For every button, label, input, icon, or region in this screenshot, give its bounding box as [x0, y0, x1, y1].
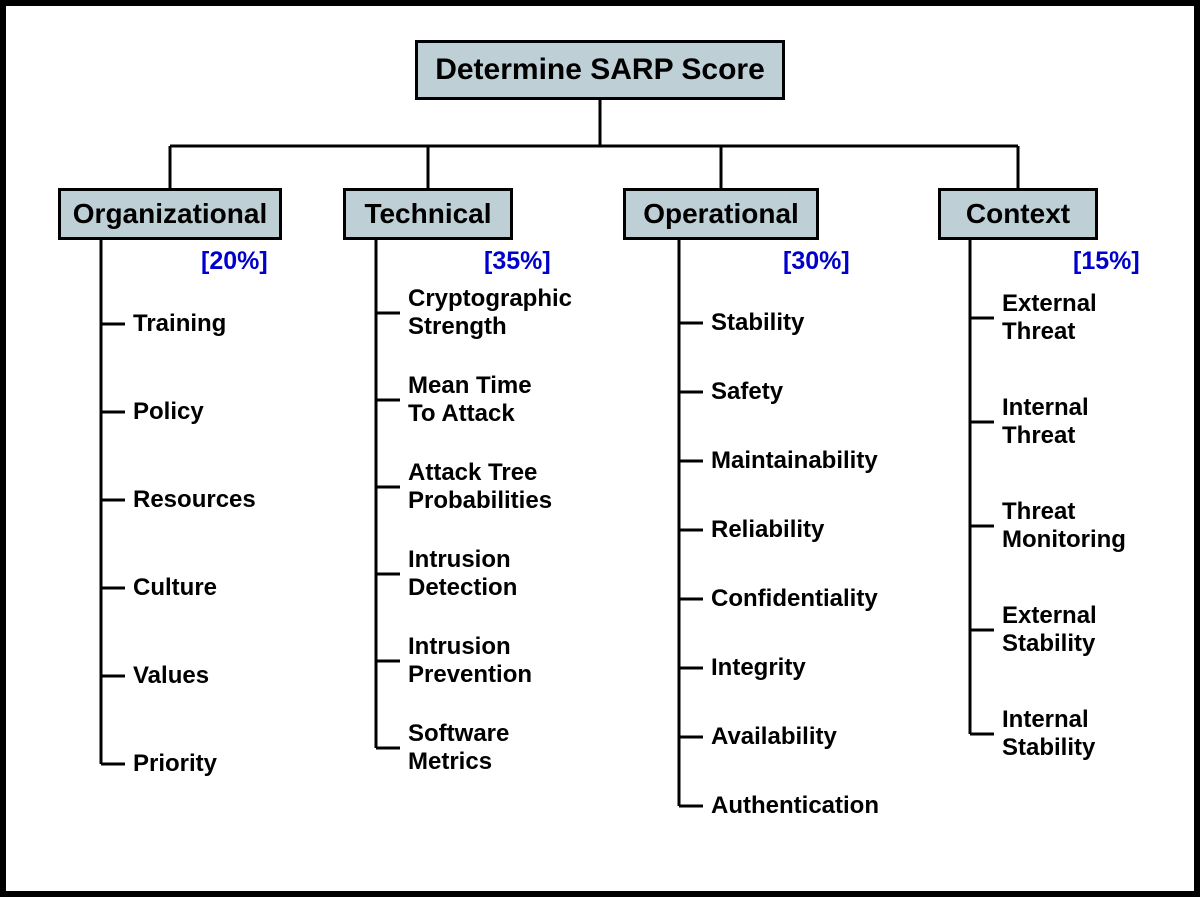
- leaf-operational-0: Stability: [711, 309, 804, 337]
- category-node-organizational: Organizational: [58, 188, 282, 240]
- leaf-context-1: InternalThreat: [1002, 394, 1089, 449]
- leaf-operational-7: Authentication: [711, 792, 879, 820]
- leaf-operational-5: Integrity: [711, 654, 806, 682]
- leaf-organizational-3: Culture: [133, 574, 217, 602]
- leaf-technical-2: Attack TreeProbabilities: [408, 459, 552, 514]
- category-percent-context: [15%]: [1073, 247, 1140, 276]
- category-percent-technical: [35%]: [484, 247, 551, 276]
- leaf-organizational-1: Policy: [133, 398, 204, 426]
- leaf-technical-0: CryptographicStrength: [408, 285, 572, 340]
- leaf-organizational-4: Values: [133, 662, 209, 690]
- leaf-technical-4: IntrusionPrevention: [408, 633, 532, 688]
- leaf-context-0: ExternalThreat: [1002, 290, 1097, 345]
- leaf-context-3: ExternalStability: [1002, 602, 1097, 657]
- category-node-operational: Operational: [623, 188, 819, 240]
- category-node-technical: Technical: [343, 188, 513, 240]
- leaf-technical-3: IntrusionDetection: [408, 546, 517, 601]
- diagram-frame: Determine SARP Score Organizational [20%]…: [0, 0, 1200, 897]
- leaf-context-4: InternalStability: [1002, 706, 1095, 761]
- category-percent-organizational: [20%]: [201, 247, 268, 276]
- leaf-operational-4: Confidentiality: [711, 585, 878, 613]
- leaf-organizational-0: Training: [133, 310, 226, 338]
- leaf-operational-1: Safety: [711, 378, 783, 406]
- leaf-organizational-2: Resources: [133, 486, 256, 514]
- leaf-operational-6: Availability: [711, 723, 837, 751]
- category-percent-operational: [30%]: [783, 247, 850, 276]
- leaf-technical-5: SoftwareMetrics: [408, 720, 509, 775]
- category-node-context: Context: [938, 188, 1098, 240]
- leaf-technical-1: Mean TimeTo Attack: [408, 372, 532, 427]
- leaf-context-2: ThreatMonitoring: [1002, 498, 1126, 553]
- leaf-operational-3: Reliability: [711, 516, 824, 544]
- root-node: Determine SARP Score: [415, 40, 785, 100]
- leaf-operational-2: Maintainability: [711, 447, 878, 475]
- leaf-organizational-5: Priority: [133, 750, 217, 778]
